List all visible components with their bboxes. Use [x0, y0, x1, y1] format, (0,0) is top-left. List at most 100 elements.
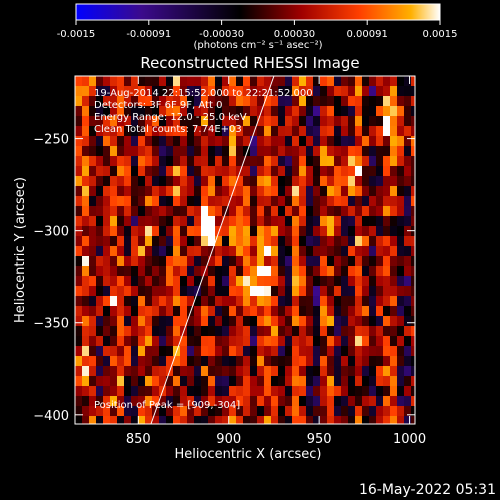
heatmap-cell	[180, 166, 187, 176]
heatmap-cell	[369, 366, 376, 376]
heatmap-cell	[390, 386, 397, 396]
heatmap-cell	[222, 236, 229, 246]
heatmap-cell	[82, 386, 89, 396]
heatmap-cell	[215, 306, 222, 316]
heatmap-cell	[278, 116, 285, 126]
heatmap-cell	[243, 306, 250, 316]
heatmap-cell	[236, 136, 243, 146]
heatmap-cell	[201, 146, 208, 156]
heatmap-cell	[257, 316, 264, 326]
heatmap-cell	[334, 376, 341, 386]
heatmap-cell	[299, 326, 306, 336]
heatmap-cell	[131, 186, 138, 196]
heatmap-cell	[96, 126, 103, 136]
heatmap-cell	[390, 206, 397, 216]
y-tick-label: −300	[33, 225, 69, 240]
heatmap-cell	[271, 116, 278, 126]
heatmap-cell	[222, 416, 229, 424]
x-axis-ticks: 850 900 950 1000	[126, 76, 426, 447]
heatmap-cell	[285, 116, 292, 126]
heatmap-cell	[292, 206, 299, 216]
heatmap-cell	[82, 126, 89, 136]
heatmap-cell	[187, 146, 194, 156]
heatmap-cell	[404, 156, 411, 166]
heatmap-cell	[327, 416, 334, 424]
heatmap-cell	[208, 76, 215, 86]
heatmap-cell	[257, 256, 264, 266]
heatmap-cell	[75, 266, 82, 276]
heatmap-cell	[131, 236, 138, 246]
heatmap-cell	[369, 206, 376, 216]
heatmap-cell	[152, 116, 159, 126]
heatmap-cell	[369, 116, 376, 126]
heatmap-cell	[75, 166, 82, 176]
heatmap-cell	[348, 76, 355, 86]
heatmap-cell	[208, 126, 215, 136]
heatmap-cell	[264, 316, 271, 326]
heatmap-cell	[131, 406, 138, 416]
heatmap-cell	[117, 176, 124, 186]
heatmap-cell	[229, 276, 236, 286]
heatmap-cell	[194, 266, 201, 276]
heatmap-cell	[334, 186, 341, 196]
heatmap-cell	[180, 236, 187, 246]
heatmap-cell	[103, 76, 110, 86]
heatmap-cell	[362, 356, 369, 366]
heatmap-cell	[278, 266, 285, 276]
heatmap-cell	[82, 346, 89, 356]
heatmap-cell	[187, 126, 194, 136]
heatmap-cell	[166, 106, 173, 116]
heatmap-cell	[173, 126, 180, 136]
heatmap-cell	[96, 236, 103, 246]
heatmap-cell	[411, 356, 415, 366]
heatmap-cell	[173, 286, 180, 296]
heatmap-cell	[334, 86, 341, 96]
heatmap-cell	[75, 286, 82, 296]
heatmap-cell	[194, 246, 201, 256]
heatmap-cells	[75, 76, 415, 424]
heatmap-cell	[194, 146, 201, 156]
heatmap-cell	[180, 206, 187, 216]
heatmap-cell	[397, 176, 404, 186]
heatmap-cell	[383, 156, 390, 166]
heatmap-cell	[390, 246, 397, 256]
heatmap-cell	[250, 216, 257, 226]
heatmap-cell	[103, 96, 110, 106]
heatmap-cell	[341, 296, 348, 306]
heatmap-cell	[89, 156, 96, 166]
annotation-peak-position: Position of Peak = [909,-304]	[94, 400, 240, 411]
heatmap-cell	[138, 266, 145, 276]
heatmap-cell	[208, 336, 215, 346]
heatmap-cell	[159, 246, 166, 256]
heatmap-cell	[320, 376, 327, 386]
heatmap-cell	[355, 386, 362, 396]
heatmap-cell	[96, 106, 103, 116]
heatmap-cell	[166, 196, 173, 206]
heatmap-cell	[166, 326, 173, 336]
heatmap-cell	[152, 416, 159, 424]
heatmap-cell	[215, 96, 222, 106]
heatmap-cell	[257, 186, 264, 196]
heatmap-cell	[215, 176, 222, 186]
heatmap-cell	[229, 406, 236, 416]
heatmap-cell	[229, 176, 236, 186]
heatmap-cell	[362, 406, 369, 416]
heatmap-cell	[355, 176, 362, 186]
heatmap-cell	[180, 246, 187, 256]
heatmap-cell	[124, 306, 131, 316]
heatmap-cell	[215, 286, 222, 296]
colorbar-gradient	[75, 3, 441, 21]
heatmap-cell	[96, 376, 103, 386]
heatmap-cell	[292, 416, 299, 424]
heatmap-cell	[348, 256, 355, 266]
heatmap-cell	[96, 366, 103, 376]
heatmap-cell	[82, 226, 89, 236]
heatmap-cell	[292, 146, 299, 156]
heatmap-cell	[404, 126, 411, 136]
heatmap-cell	[110, 216, 117, 226]
heatmap-cell	[278, 306, 285, 316]
heatmap-cell	[194, 376, 201, 386]
heatmap-cell	[82, 236, 89, 246]
heatmap-cell	[397, 166, 404, 176]
heatmap-cell	[411, 276, 415, 286]
